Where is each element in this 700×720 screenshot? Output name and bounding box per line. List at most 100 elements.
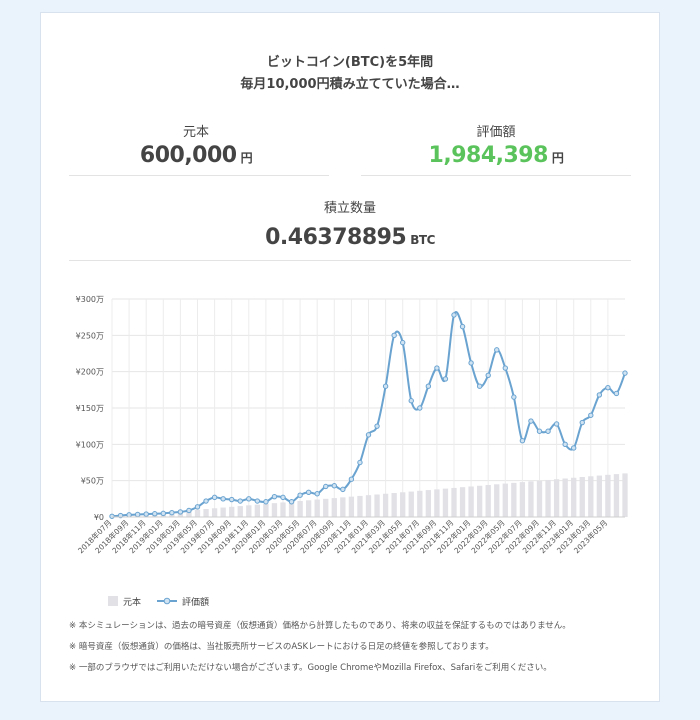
principal-bar (408, 491, 414, 517)
simulation-card: ビットコイン(BTC)を5年間 毎月10,000円積み立てていた場合… 元本 6… (40, 12, 660, 702)
valuation-point (331, 483, 337, 489)
valuation-value: 1,984,398 円 (371, 143, 621, 168)
principal-bar (340, 497, 346, 517)
valuation-point (229, 496, 235, 503)
valuation-point (297, 492, 303, 498)
principal-bar (186, 510, 192, 517)
valuation-point (545, 428, 551, 434)
principal-bar (229, 506, 235, 517)
quantity-divider (69, 260, 631, 261)
legend-valuation-swatch-point (163, 597, 171, 605)
valuation-point (211, 494, 218, 501)
valuation-point (237, 498, 243, 504)
principal-bar (459, 487, 466, 517)
y-tick-label: ¥150万 (76, 404, 104, 413)
valuation-point (528, 418, 534, 424)
valuation-point (476, 383, 483, 389)
principal-bar (246, 505, 252, 517)
principal-bar (579, 477, 585, 517)
valuation-point (613, 390, 620, 397)
principal-unit: 円 (240, 151, 253, 165)
quantity-value: 0.46378895 BTC (41, 225, 659, 250)
valuation-point (519, 438, 526, 444)
y-tick-label: ¥200万 (76, 368, 104, 377)
valuation-point (220, 496, 226, 502)
valuation-label: 評価額 (476, 125, 516, 140)
principal-bar (434, 489, 440, 517)
valuation-point (314, 491, 320, 497)
principal-bar (280, 502, 286, 517)
valuation-point (511, 394, 517, 400)
valuation-point (588, 412, 594, 418)
principal-label: 元本 (182, 125, 209, 140)
principal-bar (528, 481, 534, 517)
principal-bar (494, 484, 500, 517)
valuation-point (622, 370, 628, 376)
principal-bar (451, 487, 457, 517)
legend-principal-swatch (108, 596, 118, 606)
principal-bar (391, 493, 397, 517)
principal-bar (288, 501, 295, 517)
valuation-point (596, 392, 603, 398)
principal-bar (237, 506, 243, 517)
valuation-point (579, 419, 585, 426)
principal-bar (562, 478, 568, 517)
valuation-point (348, 476, 355, 482)
valuation-point (365, 432, 372, 438)
valuation-point (571, 445, 577, 451)
principal-bar (613, 474, 620, 517)
principal-bar (382, 493, 389, 517)
footnote-1: ※ 本シミュレーションは、過去の暗号資産（仮想通貨）価格から計算したものであり、… (69, 621, 571, 631)
principal-bar (400, 492, 406, 517)
valuation-point (425, 383, 432, 389)
principal-bar (468, 486, 474, 517)
valuation-point (442, 376, 449, 382)
principal-bar (365, 495, 372, 517)
valuation-divider (361, 175, 631, 176)
y-tick-label: ¥50万 (81, 477, 104, 486)
footnote-2: ※ 暗号資産（仮想通貨）の価格は、当社販売所サービスのASKレートにおける日足の… (69, 642, 494, 652)
quantity-label: 積立数量 (323, 201, 376, 216)
valuation-point (134, 511, 141, 518)
valuation-point (186, 507, 192, 514)
principal-bar (545, 479, 551, 517)
principal-bar (220, 507, 226, 517)
principal-bar (571, 477, 577, 517)
principal-bar (485, 485, 491, 517)
principal-bar (442, 488, 449, 517)
valuation-point (417, 405, 423, 411)
principal-bar (553, 479, 560, 517)
principal-bar (536, 480, 543, 517)
principal-bar (254, 504, 261, 517)
valuation-point (169, 509, 175, 516)
valuation-point (143, 511, 149, 517)
footnote-3: ※ 一部のブラウザではご利用いただけない場合がございます。Google Chro… (69, 663, 552, 673)
quantity-amount: 0.46378895 (265, 225, 407, 250)
principal-bar (271, 503, 278, 517)
principal-amount: 600,000 (139, 143, 237, 168)
valuation-point (400, 339, 406, 346)
principal-bar (622, 473, 628, 517)
principal-bar (211, 508, 218, 517)
valuation-point (374, 423, 380, 429)
valuation-point (408, 398, 414, 404)
valuation-chart: ¥0¥50万¥100万¥150万¥200万¥250万¥300万2018年07月2… (75, 295, 628, 608)
valuation-point (263, 499, 269, 505)
valuation-point (459, 323, 466, 330)
principal-bar (331, 498, 337, 517)
valuation-point (152, 511, 158, 517)
principal-bar (374, 494, 380, 517)
valuation-point (553, 421, 560, 427)
principal-bar (203, 509, 209, 517)
header-line-1: ビットコイン(BTC)を5年間 (266, 55, 434, 70)
valuation-point (177, 509, 184, 515)
footnotes: ※ 本シミュレーションは、過去の暗号資産（仮想通貨）価格から計算したものであり、… (69, 616, 571, 679)
valuation-amount: 1,984,398 (428, 143, 549, 168)
header-line-2: 毎月10,000円積み立てていた場合… (240, 77, 460, 92)
y-tick-label: ¥0 (94, 513, 104, 522)
valuation-point (280, 494, 286, 501)
principal-bar (305, 500, 312, 517)
principal-bar (357, 495, 363, 517)
valuation-point (382, 383, 389, 389)
legend-principal-label: 元本 (123, 596, 141, 608)
